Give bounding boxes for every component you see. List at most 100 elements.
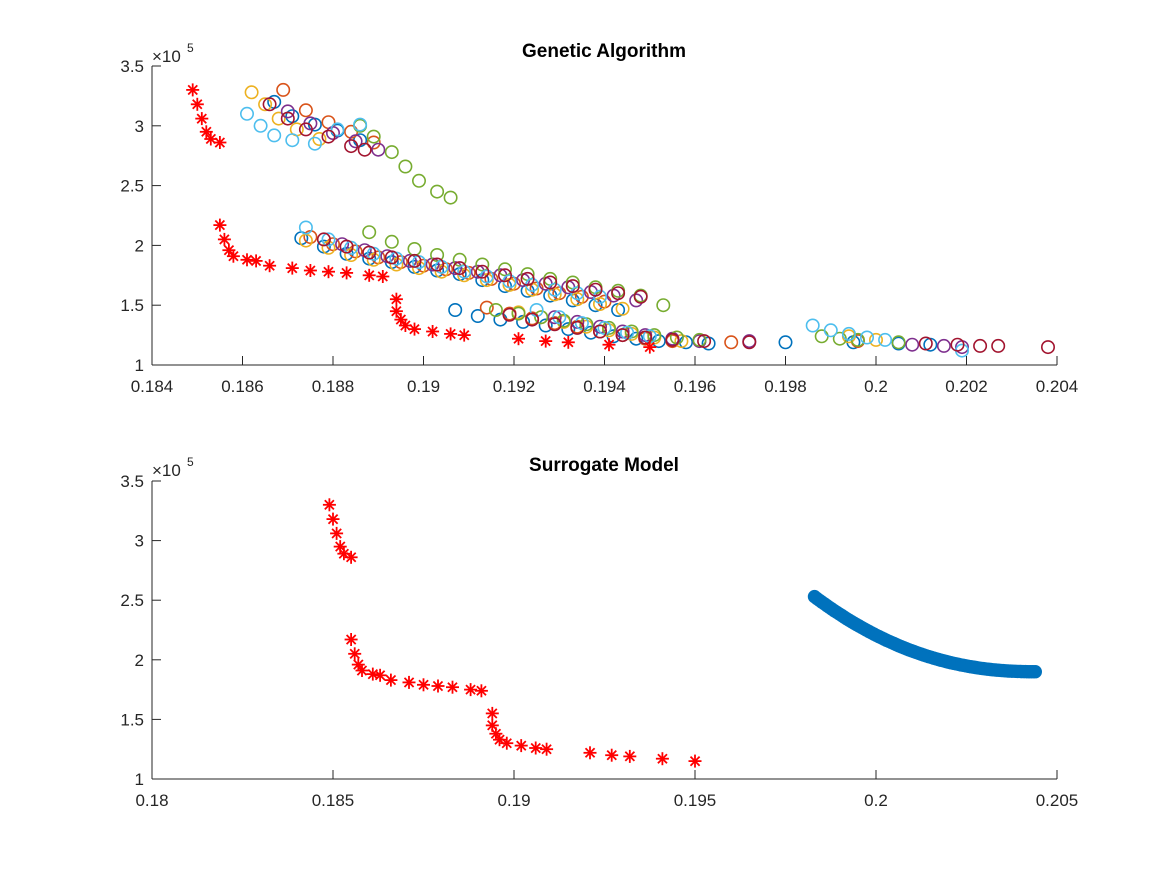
data-point xyxy=(312,132,327,147)
data-point xyxy=(362,225,377,240)
data-point xyxy=(457,328,471,342)
y-tick-label: 2.5 xyxy=(120,177,144,196)
y-tick-label: 1.5 xyxy=(120,710,144,729)
x-tick-label: 0.188 xyxy=(312,377,355,396)
data-point xyxy=(615,301,630,316)
data-point xyxy=(434,264,449,279)
y-exponent-base: ×10 xyxy=(152,461,181,480)
data-point xyxy=(344,550,358,564)
data-point xyxy=(623,749,637,763)
data-point xyxy=(540,742,554,756)
data-point xyxy=(190,97,204,111)
data-point xyxy=(322,498,336,512)
data-point xyxy=(258,97,273,112)
x-tick-label: 0.18 xyxy=(135,791,168,810)
data-point xyxy=(240,253,254,267)
data-point xyxy=(905,337,920,352)
data-point xyxy=(570,286,585,301)
data-point xyxy=(376,270,390,283)
x-tick-label: 0.198 xyxy=(764,377,807,396)
data-point xyxy=(285,261,299,275)
y-tick-label: 3 xyxy=(135,117,144,136)
plot-area xyxy=(186,82,1056,358)
axes: 0.184 0.186 0.188 0.19 0.192 0.194 0.196 0.198 0… xyxy=(120,57,1078,396)
data-point xyxy=(411,261,426,276)
data-point xyxy=(611,286,626,301)
data-point xyxy=(444,327,458,341)
data-point xyxy=(357,142,372,157)
data-point xyxy=(384,250,399,265)
data-point xyxy=(321,129,336,144)
data-point xyxy=(655,752,669,766)
data-point xyxy=(538,318,553,333)
data-point xyxy=(643,340,657,354)
y-exponent-base: ×10 xyxy=(152,47,181,66)
data-point xyxy=(475,273,490,288)
data-point xyxy=(547,317,562,332)
data-point xyxy=(339,239,354,254)
data-point xyxy=(402,253,417,268)
series-0 xyxy=(807,589,1043,679)
data-point xyxy=(502,307,517,322)
data-point xyxy=(724,335,739,350)
data-point xyxy=(583,746,597,760)
data-point xyxy=(552,310,567,325)
data-point xyxy=(186,83,200,97)
data-point xyxy=(479,300,494,315)
y-tick-label: 3 xyxy=(135,532,144,551)
data-point xyxy=(384,145,399,160)
data-point xyxy=(407,253,422,268)
data-point xyxy=(430,184,445,199)
y-tick-label: 3.5 xyxy=(120,472,144,491)
data-point xyxy=(511,306,526,321)
x-tick-label: 0.2 xyxy=(864,377,888,396)
data-point xyxy=(674,334,689,349)
data-point xyxy=(249,254,263,268)
subplot-surrogate-model: Surrogate Model ×10 5 0.18 0.185 0.19 0.195… xyxy=(120,455,1078,810)
data-point xyxy=(213,218,227,232)
data-point xyxy=(355,664,369,677)
data-point xyxy=(697,334,712,349)
data-point xyxy=(475,264,490,279)
x-tick-label: 0.202 xyxy=(945,377,988,396)
data-point xyxy=(597,320,612,335)
data-point xyxy=(470,308,485,323)
data-point xyxy=(411,173,426,188)
data-point xyxy=(340,266,354,280)
data-point xyxy=(226,249,240,263)
data-point xyxy=(601,320,616,335)
data-point xyxy=(574,316,589,331)
data-point xyxy=(362,245,377,260)
data-point xyxy=(322,265,335,279)
data-point xyxy=(389,257,404,272)
data-point xyxy=(271,111,286,126)
data-point xyxy=(285,133,300,148)
data-point xyxy=(366,129,381,144)
series-1 xyxy=(322,498,702,768)
data-point xyxy=(539,334,553,348)
data-point xyxy=(298,220,313,235)
data-point xyxy=(479,269,494,284)
axes: 0.18 0.185 0.19 0.195 0.2 0.205 1 1.5 2 2.5 3 3.5 xyxy=(120,472,1078,810)
data-point xyxy=(366,252,381,267)
x-tick-label: 0.195 xyxy=(674,791,717,810)
data-point xyxy=(588,282,603,297)
data-point xyxy=(529,741,543,755)
data-point xyxy=(633,289,648,304)
data-point xyxy=(443,190,458,205)
data-point xyxy=(991,338,1006,353)
data-point xyxy=(665,332,680,347)
data-point xyxy=(389,292,403,306)
data-point xyxy=(474,684,488,698)
data-point xyxy=(353,117,368,132)
data-point xyxy=(805,318,820,333)
y-tick-label: 1.5 xyxy=(120,296,144,315)
data-point xyxy=(891,335,906,350)
data-point xyxy=(217,232,231,246)
y-tick-label: 2 xyxy=(135,651,144,670)
series-7 xyxy=(186,83,657,354)
data-point xyxy=(195,112,209,126)
data-point xyxy=(344,139,359,154)
